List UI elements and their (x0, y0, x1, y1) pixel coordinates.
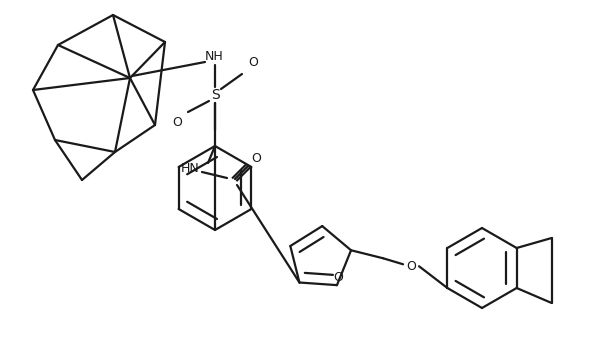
Text: HN: HN (181, 162, 199, 175)
Text: S: S (211, 88, 219, 102)
Text: O: O (248, 57, 258, 69)
Text: NH: NH (205, 50, 224, 64)
Text: O: O (172, 117, 182, 130)
Text: O: O (406, 260, 416, 273)
Text: O: O (251, 151, 261, 164)
Text: O: O (333, 271, 343, 284)
